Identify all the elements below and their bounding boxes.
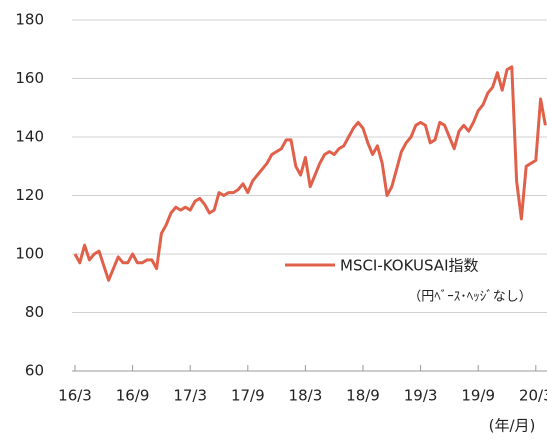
x-tick-label: 16/3 <box>58 387 92 405</box>
x-tick-label: 17/3 <box>173 387 207 405</box>
x-tick-label: 18/9 <box>346 387 380 405</box>
x-axis-label: (年/月) <box>489 417 536 435</box>
x-tick-label: 19/9 <box>461 387 495 405</box>
y-tick-label: 100 <box>15 245 44 263</box>
y-tick-label: 160 <box>15 69 44 87</box>
y-tick-label: 60 <box>25 362 44 380</box>
x-tick-label: 19/3 <box>404 387 438 405</box>
x-tick-label: 18/3 <box>289 387 323 405</box>
series-line <box>73 65 547 282</box>
y-tick-label: 120 <box>15 186 44 204</box>
y-tick-label: 180 <box>15 11 44 29</box>
y-tick-label: 80 <box>25 303 44 321</box>
legend-note: （円ﾍﾞｰｽ･ﾍｯｼﾞなし） <box>408 290 532 305</box>
x-tick-label: 17/9 <box>231 387 265 405</box>
y-tick-label: 140 <box>15 128 44 146</box>
x-tick-label: 20/3 <box>519 387 547 405</box>
legend-label: MSCI-KOKUSAI指数 <box>340 257 479 275</box>
x-tick-label: 16/9 <box>116 387 150 405</box>
